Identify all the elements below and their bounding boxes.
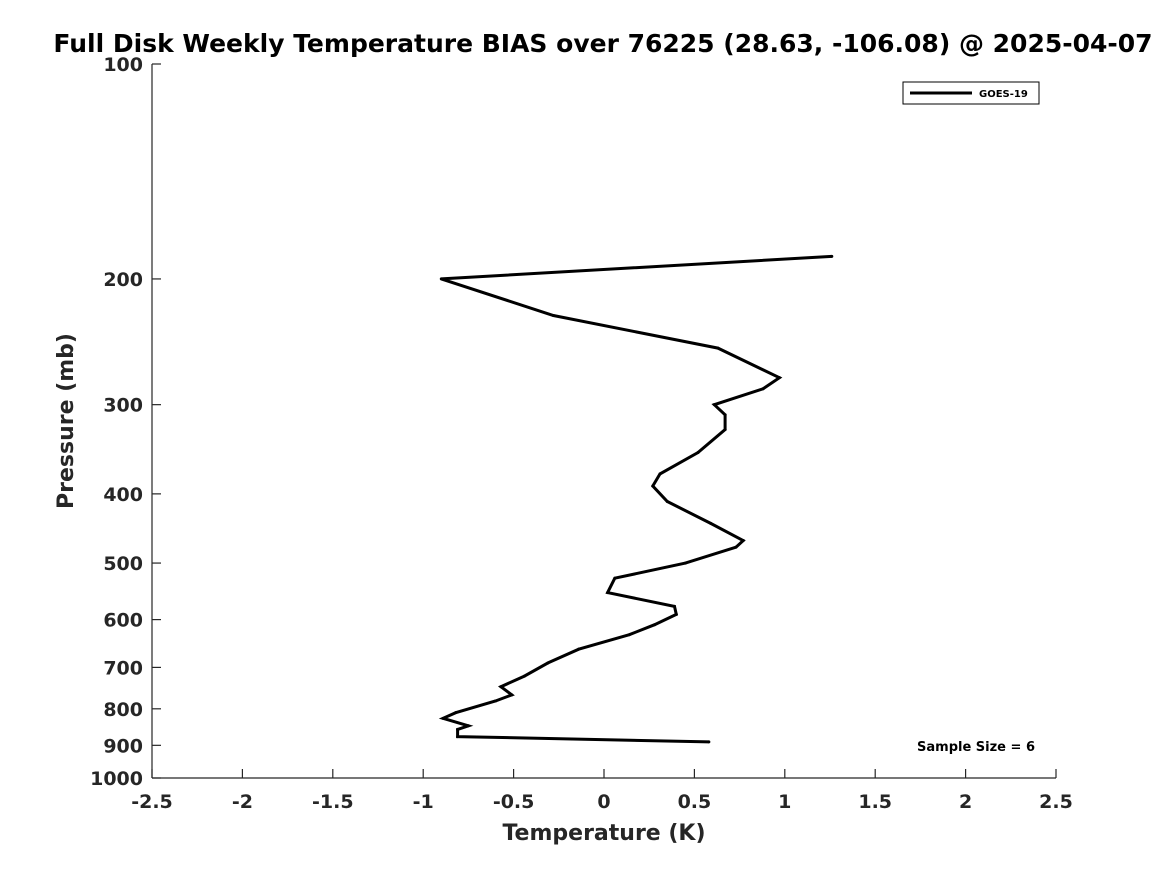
- data-point: [716, 346, 720, 350]
- series-layer: [438, 254, 834, 744]
- data-point: [777, 376, 781, 380]
- legend-label-goes-19: GOES-19: [979, 89, 1028, 100]
- data-point: [673, 604, 677, 608]
- data-point: [709, 521, 713, 525]
- data-point: [665, 500, 669, 504]
- data-point: [551, 313, 555, 317]
- x-tick-label: 1.5: [858, 791, 892, 813]
- data-point: [627, 633, 631, 637]
- x-axis-label: Temperature (K): [502, 821, 705, 846]
- x-tick-label: -2: [232, 791, 253, 813]
- data-point: [546, 661, 550, 665]
- legend: GOES-19: [902, 81, 1040, 105]
- series-line-goes-19: [438, 254, 832, 744]
- data-point: [741, 539, 745, 543]
- data-point: [707, 740, 711, 744]
- y-axis-label: Pressure (mb): [54, 333, 79, 509]
- data-point: [499, 685, 503, 689]
- data-point: [653, 623, 657, 627]
- data-point: [712, 403, 716, 407]
- data-point: [674, 612, 678, 616]
- x-tick-label: -1.5: [312, 791, 354, 813]
- y-tick-label: 400: [103, 484, 143, 506]
- data-point: [454, 711, 458, 715]
- data-point: [494, 699, 498, 703]
- data-point: [441, 716, 445, 720]
- data-point: [734, 545, 738, 549]
- y-axis-ticks: 100 200 300 400 500 600 700 800 900 1000: [90, 54, 161, 790]
- data-point: [761, 387, 765, 391]
- data-point: [606, 591, 610, 595]
- y-tick-label: 700: [103, 657, 143, 679]
- plot-area: [152, 64, 1056, 778]
- y-tick-label: 500: [103, 553, 143, 575]
- data-point: [683, 561, 687, 565]
- x-tick-label: 2: [959, 791, 972, 813]
- chart-title: Full Disk Weekly Temperature BIAS over 7…: [53, 29, 1152, 58]
- x-tick-label: -0.5: [493, 791, 535, 813]
- data-point: [723, 413, 727, 417]
- data-point: [577, 647, 581, 651]
- x-tick-label: -1: [413, 791, 434, 813]
- data-point: [466, 724, 470, 728]
- x-axis-ticks: -2.5 -2 -1.5 -1 -0.5 0 0.5 1 1.5 2 2.5: [131, 769, 1073, 813]
- data-point: [696, 450, 700, 454]
- y-tick-label: 200: [103, 269, 143, 291]
- y-tick-label: 300: [103, 395, 143, 417]
- x-tick-label: 0: [597, 791, 610, 813]
- data-point: [651, 484, 655, 488]
- x-tick-label: 0.5: [678, 791, 712, 813]
- x-tick-label: 1: [778, 791, 791, 813]
- data-point: [613, 576, 617, 580]
- data-point: [830, 254, 834, 258]
- y-tick-label: 600: [103, 610, 143, 632]
- y-tick-label: 800: [103, 699, 143, 721]
- y-tick-label: 100: [103, 54, 143, 76]
- data-point: [456, 727, 460, 731]
- data-point: [522, 674, 526, 678]
- data-point: [510, 693, 514, 697]
- y-tick-label: 1000: [90, 768, 143, 790]
- data-point: [456, 735, 460, 739]
- data-point: [439, 277, 443, 281]
- x-tick-label: -2.5: [131, 791, 173, 813]
- y-tick-label: 900: [103, 735, 143, 757]
- x-tick-label: 2.5: [1039, 791, 1073, 813]
- data-point: [658, 472, 662, 476]
- sample-size-annotation: Sample Size = 6: [917, 740, 1035, 755]
- data-point: [723, 427, 727, 431]
